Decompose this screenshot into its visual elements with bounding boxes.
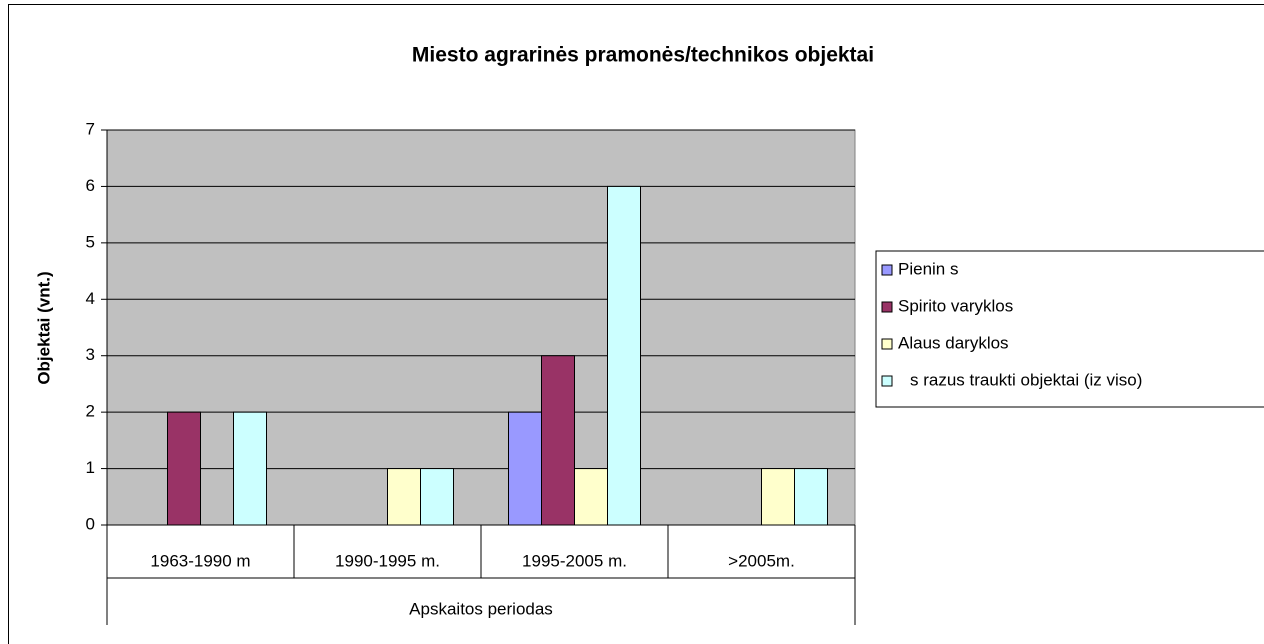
- legend-label: Spirito varyklos: [898, 296, 1013, 315]
- y-tick-label: 6: [86, 176, 95, 195]
- bar: [508, 411, 542, 526]
- x-tick-label: >2005m.: [728, 551, 795, 570]
- y-axis-title: Objektai (vnt.): [34, 271, 53, 384]
- legend-swatch: [881, 375, 893, 387]
- bar: [794, 468, 828, 526]
- y-tick-label: 7: [86, 119, 95, 138]
- x-tick-label: 1990-1995 m.: [335, 551, 440, 570]
- x-tick-label: 1963-1990 m: [150, 551, 250, 570]
- legend-box: [875, 250, 1264, 408]
- bar: [574, 468, 608, 526]
- bar: [761, 468, 795, 526]
- bar: [233, 411, 267, 526]
- bar: [420, 468, 454, 526]
- legend-label: s razus traukti objektai (iz viso): [910, 370, 1142, 389]
- legend-swatch: [881, 301, 893, 313]
- bar: [541, 355, 575, 526]
- y-tick-label: 2: [86, 402, 95, 421]
- y-tick-label: 4: [86, 289, 95, 308]
- legend-swatch: [881, 264, 893, 276]
- bar: [167, 411, 201, 526]
- y-tick-label: 0: [86, 514, 95, 533]
- legend-label: Pienin s: [898, 259, 958, 278]
- legend-label: Alaus daryklos: [898, 333, 1009, 352]
- x-tick-label: 1995-2005 m.: [522, 551, 627, 570]
- y-tick-label: 3: [86, 345, 95, 364]
- plot-area: [106, 129, 856, 526]
- bar: [387, 468, 421, 526]
- x-axis-title: Apskaitos periodas: [409, 599, 553, 618]
- legend-swatch: [881, 338, 893, 350]
- bar: [607, 185, 641, 526]
- y-tick-label: 5: [86, 232, 95, 251]
- chart-title: Miesto agrarinės pramonės/technikos obje…: [412, 44, 874, 67]
- y-tick-label: 1: [86, 458, 95, 477]
